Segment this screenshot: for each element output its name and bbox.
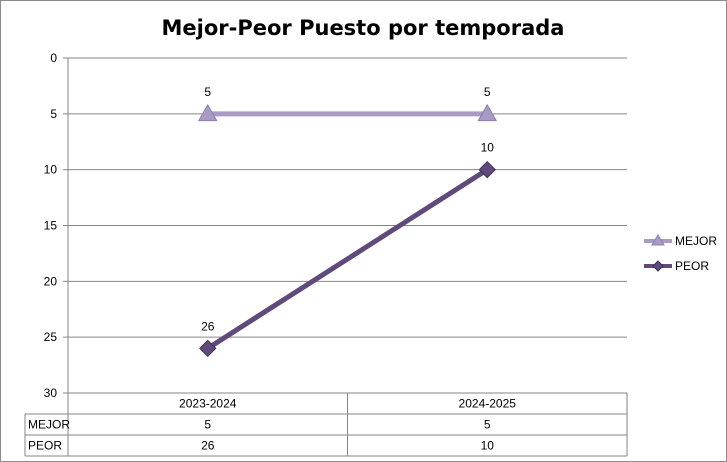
y-tick-label: 20 [44,274,58,288]
y-tick-label: 30 [44,386,58,400]
mejor-point [197,103,218,122]
table-cell-value: 5 [204,418,211,432]
data-label: 10 [481,141,495,155]
legend-item-mejor: MEJOR [644,234,717,248]
table-cell-value: 10 [481,439,495,453]
y-tick-label: 25 [44,330,58,344]
series-line-peor [206,167,489,351]
data-label: 5 [204,85,211,99]
peor-point [478,160,496,179]
y-tick-label: 10 [44,163,58,177]
data-label: 26 [201,319,215,333]
gridlines [68,57,627,394]
legend-diamond-icon [652,260,664,272]
data-label: 5 [484,85,491,99]
y-tick-label: 15 [44,219,58,233]
y-tick-label: 5 [50,107,57,121]
data-table: 2023-2024 2024-2025 MEJOR 5 5 PEOR 26 10 [24,392,628,457]
legend: MEJOR PEOR [644,234,717,273]
legend-triangle-icon [651,234,665,246]
x-tick-label: 2023-2024 [179,397,237,411]
mejor-point [477,103,498,122]
y-axis: 0 5 10 15 20 25 30 [44,51,69,400]
table-cell-value: 5 [484,418,491,432]
series-peor: 26 10 [199,141,496,358]
x-tick-label: 2024-2025 [459,397,517,411]
peor-point [199,339,217,358]
legend-label: MEJOR [675,234,717,248]
table-cell-value: 26 [201,439,215,453]
table-series-label: PEOR [28,439,62,453]
y-tick-label: 0 [50,51,57,65]
legend-label: PEOR [675,259,709,273]
table-series-label: MEJOR [28,418,70,432]
chart-title: Mejor-Peor Puesto por temporada [162,16,565,40]
legend-item-peor: PEOR [644,259,709,273]
